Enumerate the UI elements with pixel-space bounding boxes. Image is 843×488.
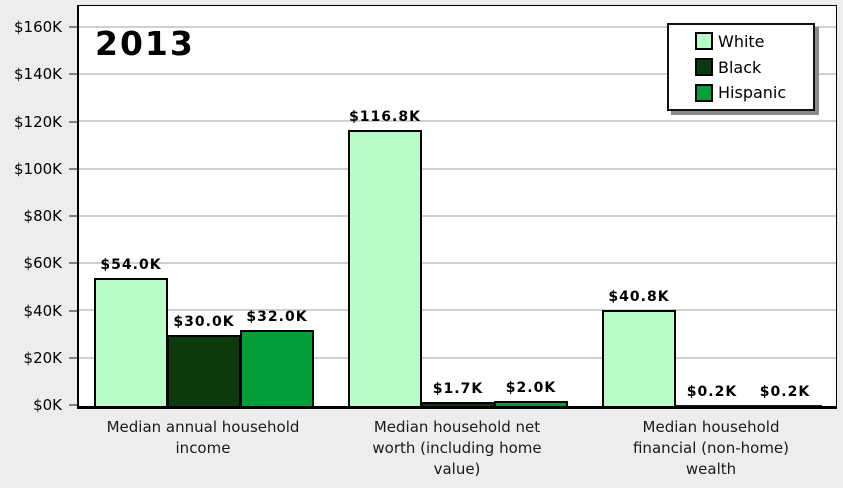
bar-black-group2 (421, 402, 495, 406)
legend: White Black Hispanic (667, 23, 815, 111)
x-category-label: Median annual household income (106, 418, 300, 457)
y-tick-label: $0K (33, 396, 62, 414)
legend-label: Black (718, 57, 762, 77)
y-tick-mark (69, 121, 77, 123)
legend-swatch-hispanic-icon (695, 83, 713, 102)
y-tick-mark (69, 357, 77, 359)
bar-hispanic-group1 (240, 330, 314, 406)
gridline-$80K (79, 215, 836, 217)
bar-white-group3 (602, 310, 676, 406)
x-category-label: Median household financial (non-home) we… (632, 418, 790, 478)
gridline-$60K (79, 262, 836, 264)
legend-label: White (718, 31, 765, 51)
y-tick-label: $100K (13, 160, 62, 178)
bar-value-label: $0.2K (759, 384, 811, 400)
bar-value-label: $0.2K (686, 384, 738, 400)
y-tick-mark (69, 262, 77, 264)
y-tick-mark (69, 404, 77, 406)
y-tick-label: $40K (23, 302, 62, 320)
legend-label: Hispanic (718, 83, 787, 103)
y-tick-mark (69, 215, 77, 217)
gridline-$40K (79, 309, 836, 311)
x-category-label: Median household net worth (including ho… (372, 418, 542, 478)
legend-item-black: Black (695, 58, 813, 77)
y-tick-label: $120K (13, 113, 62, 131)
y-tick-label: $160K (13, 18, 62, 36)
bar-value-label: $32.0K (246, 309, 308, 325)
legend-item-white: White (695, 32, 813, 51)
bar-value-label: $1.7K (432, 381, 484, 397)
y-tick-mark (69, 168, 77, 170)
y-tick-mark (69, 26, 77, 28)
y-tick-label: $80K (23, 207, 62, 225)
bar-value-label: $30.0K (173, 314, 235, 330)
bar-value-label: $2.0K (505, 380, 557, 396)
gridline-$160K (79, 26, 836, 28)
y-tick-label: $60K (23, 254, 62, 272)
gridline-$20K (79, 357, 836, 359)
bar-value-label: $54.0K (100, 257, 162, 273)
bar-value-label: $40.8K (608, 289, 670, 305)
y-tick-label: $140K (13, 65, 62, 83)
bar-value-label: $116.8K (349, 109, 421, 125)
gridline-$140K (79, 73, 836, 75)
legend-swatch-black-icon (695, 58, 713, 76)
gridline-$100K (79, 168, 836, 170)
bar-white-group2 (348, 130, 422, 406)
gridline-$120K (79, 120, 836, 122)
bar-black-group1 (167, 335, 241, 406)
y-tick-label: $20K (23, 349, 62, 367)
bar-hispanic-group3 (748, 405, 822, 406)
chart-title: 2013 (95, 24, 195, 63)
bar-hispanic-group2 (494, 401, 568, 406)
legend-swatch-white-icon (695, 32, 713, 51)
bar-white-group1 (94, 278, 168, 406)
legend-item-hispanic: Hispanic (695, 83, 813, 102)
y-tick-mark (69, 310, 77, 312)
y-tick-mark (69, 73, 77, 75)
bar-black-group3 (675, 405, 749, 406)
